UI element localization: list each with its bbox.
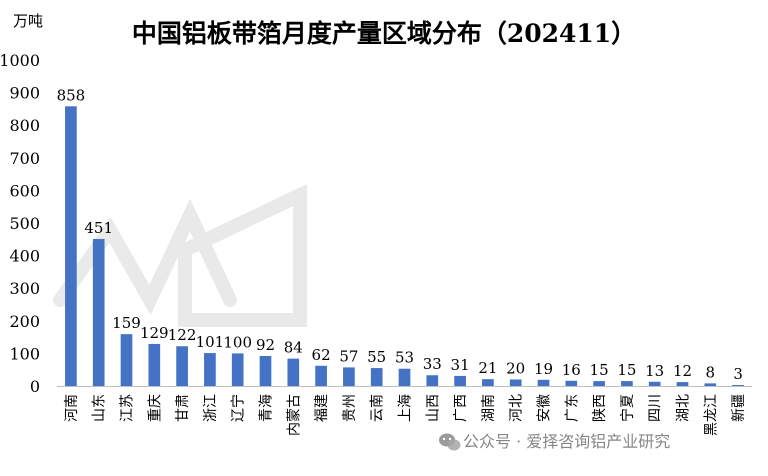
- data-label: 53: [395, 349, 414, 367]
- bar: [704, 383, 717, 386]
- data-label: 84: [284, 339, 303, 357]
- y-tick-label: 0: [30, 377, 40, 396]
- bar: [148, 343, 161, 386]
- data-label: 57: [339, 347, 358, 365]
- bar: [648, 381, 661, 386]
- bar: [732, 385, 744, 386]
- bar: [343, 367, 355, 386]
- bar: [287, 358, 300, 386]
- data-label: 55: [367, 348, 386, 366]
- data-label: 3: [733, 365, 743, 383]
- x-category-label: 辽宁: [230, 394, 247, 422]
- bar: [315, 365, 327, 386]
- bar: [537, 379, 550, 386]
- data-label: 16: [562, 361, 581, 379]
- bar: [398, 368, 411, 386]
- data-label: 31: [451, 356, 470, 374]
- data-label: 101: [196, 333, 225, 351]
- y-tick-label: 900: [9, 84, 40, 103]
- data-label: 92: [256, 336, 275, 354]
- data-label: 12: [673, 362, 692, 380]
- data-label: 33: [423, 355, 442, 373]
- x-category-label: 浙江: [203, 394, 219, 422]
- bar: [204, 353, 216, 386]
- x-category-label: 江苏: [120, 394, 136, 422]
- bar: [120, 334, 133, 386]
- data-label: 62: [312, 346, 331, 364]
- bar: [454, 375, 466, 386]
- x-category-label: 福建: [314, 394, 330, 422]
- x-category-label: 山东: [92, 394, 108, 422]
- x-category-label: 四川: [648, 394, 664, 422]
- y-tick-label: 300: [9, 279, 40, 298]
- bar: [176, 346, 188, 386]
- data-label: 122: [168, 326, 197, 344]
- x-category-label: 广西: [453, 394, 469, 422]
- x-category-label: 湖南: [481, 394, 497, 422]
- x-category-label: 上海: [398, 394, 414, 422]
- y-tick-label: 800: [9, 116, 40, 135]
- data-label: 21: [478, 359, 497, 377]
- x-category-label: 黑龙江: [703, 394, 719, 436]
- watermark-text: 公众号 · 爱择咨询铝产业研究: [463, 432, 670, 451]
- x-category-label: 重庆: [147, 394, 163, 422]
- x-category-label: 新疆: [731, 394, 747, 422]
- y-tick-label: 600: [9, 181, 40, 200]
- bar: [231, 353, 244, 386]
- x-category-label: 云南: [370, 394, 386, 422]
- bar: [426, 375, 439, 386]
- y-axis-unit-label: 万吨: [13, 12, 43, 30]
- data-label: 451: [84, 219, 113, 237]
- x-category-label: 湖北: [676, 394, 692, 422]
- y-tick-label: 700: [9, 149, 40, 168]
- data-label: 159: [112, 314, 141, 332]
- y-tick-label: 200: [9, 312, 40, 331]
- data-label: 100: [223, 333, 252, 351]
- bar: [370, 368, 383, 386]
- bar: [65, 106, 77, 387]
- data-label: 19: [534, 360, 553, 378]
- data-label: 129: [140, 324, 169, 342]
- x-category-label: 内蒙古: [286, 394, 302, 436]
- watermark: 公众号 · 爱择咨询铝产业研究: [439, 432, 670, 451]
- y-tick-label: 500: [9, 214, 40, 233]
- x-category-label: 贵州: [342, 394, 358, 422]
- x-category-label: 河北: [509, 394, 525, 422]
- wechat-icon: [439, 433, 461, 451]
- bar: [482, 379, 494, 386]
- x-category-label: 安徽: [537, 394, 553, 422]
- x-category-label: 陕西: [592, 394, 608, 422]
- data-label: 15: [590, 361, 609, 379]
- data-label: 8: [706, 363, 716, 381]
- bar: [509, 379, 522, 386]
- x-category-label: 山西: [425, 394, 441, 422]
- bar: [593, 381, 605, 386]
- x-category-label: 甘肃: [175, 394, 191, 422]
- data-label: 20: [506, 359, 525, 377]
- chart-title: 中国铝板带箔月度产量区域分布（202411）: [132, 19, 636, 48]
- bar: [259, 356, 272, 386]
- x-category-label: 青海: [259, 394, 275, 422]
- x-category-label: 河南: [64, 394, 80, 422]
- bar: [565, 380, 578, 386]
- data-label: 15: [617, 361, 636, 379]
- bar: [92, 238, 105, 386]
- x-category-label: 宁夏: [619, 394, 636, 422]
- data-label: 13: [645, 362, 664, 380]
- data-label: 858: [57, 86, 86, 104]
- y-tick-label: 100: [9, 344, 40, 363]
- bar: [676, 382, 689, 386]
- y-tick-label: 400: [9, 247, 40, 266]
- bar: [621, 381, 633, 386]
- x-category-label: 广东: [564, 394, 580, 422]
- y-tick-label: 1000: [0, 51, 40, 70]
